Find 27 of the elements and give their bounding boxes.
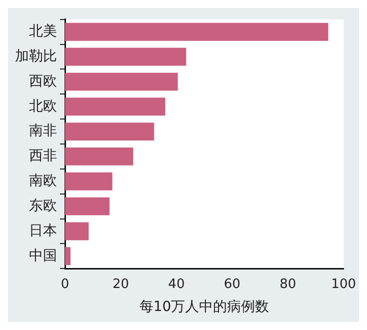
bar bbox=[65, 22, 328, 41]
x-tick-label: 80 bbox=[280, 276, 296, 292]
bar bbox=[65, 222, 89, 240]
y-tick-label: 西欧 bbox=[29, 73, 57, 90]
y-tick-label: 东欧 bbox=[29, 198, 57, 214]
x-tick-label: 40 bbox=[168, 276, 185, 292]
y-tick-label: 中国 bbox=[29, 248, 57, 264]
bar bbox=[65, 147, 134, 166]
x-tick-label: 60 bbox=[224, 276, 240, 292]
y-tick-label: 北欧 bbox=[29, 98, 57, 114]
bar bbox=[65, 72, 178, 91]
bar bbox=[65, 122, 154, 141]
y-tick-label: 南欧 bbox=[29, 173, 57, 190]
x-tick-label: 100 bbox=[331, 276, 356, 292]
bar bbox=[65, 247, 71, 266]
y-tick-label: 加勒比 bbox=[15, 48, 57, 64]
bar bbox=[65, 197, 110, 216]
y-tick-label: 北美 bbox=[29, 24, 57, 40]
x-tick-label: 20 bbox=[112, 276, 129, 292]
bar bbox=[65, 172, 112, 190]
x-axis-title: 每10万人中的病例数 bbox=[139, 299, 270, 316]
y-tick-label: 西非 bbox=[29, 148, 57, 164]
bar bbox=[65, 98, 166, 116]
bar bbox=[65, 48, 186, 66]
x-tick-label: 0 bbox=[60, 276, 70, 292]
y-tick-label: 日本 bbox=[29, 222, 57, 239]
y-tick-label: 南非 bbox=[29, 123, 57, 140]
